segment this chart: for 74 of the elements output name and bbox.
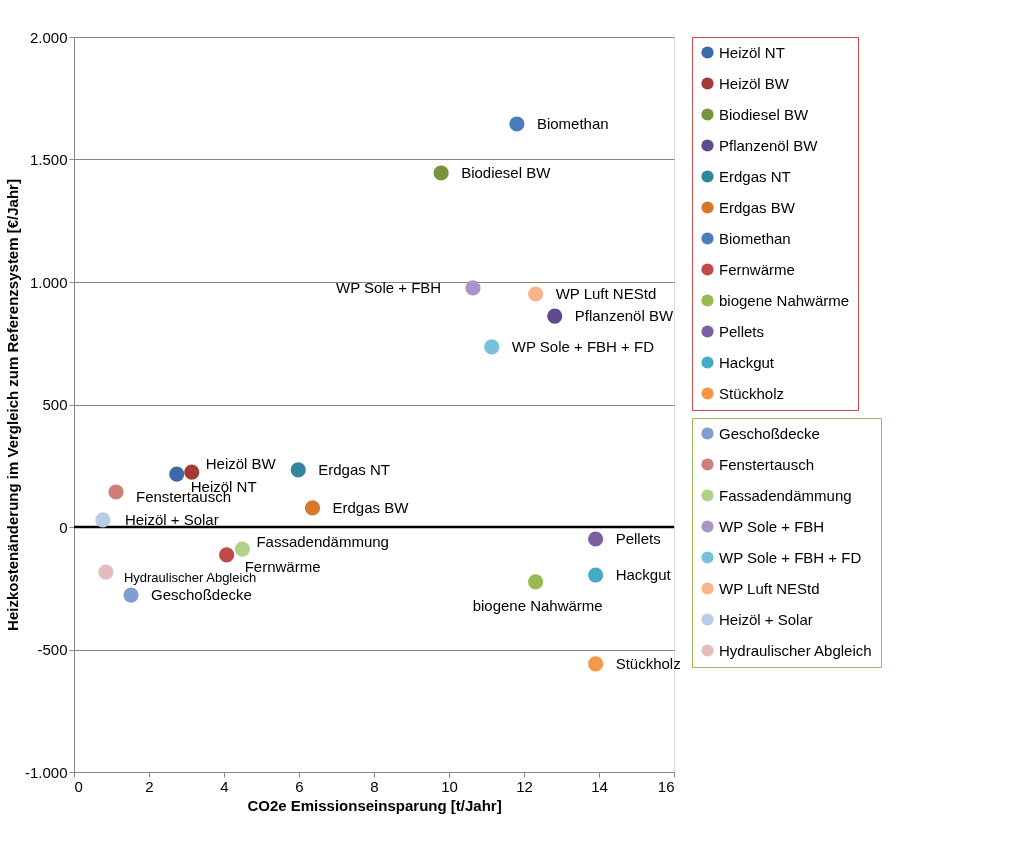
legend-label: Erdgas BW: [719, 198, 796, 216]
legend-label: Hackgut: [719, 353, 775, 371]
x-tick-label: 12: [516, 777, 533, 795]
x-tick-label: 16: [657, 777, 675, 795]
point: [588, 656, 604, 672]
point: [95, 512, 111, 528]
legend-label: Geschoßdecke: [719, 424, 820, 442]
x-tick-label: 0: [74, 777, 83, 795]
legend-label: Fenstertausch: [719, 455, 815, 473]
text: Erdgas NT: [318, 460, 390, 478]
point: [509, 116, 525, 132]
point: [184, 464, 200, 480]
text: WP Sole + FBH: [336, 278, 442, 296]
point: [304, 500, 321, 516]
x-tick-label: 4: [220, 777, 229, 795]
point: [290, 462, 306, 478]
point: [528, 286, 544, 302]
x-tick-label: 14: [591, 777, 608, 795]
point: [484, 339, 500, 355]
x-tick-label: 8: [370, 777, 379, 795]
point: [169, 466, 185, 482]
point: [588, 567, 604, 583]
x-axis-title: CO2e Emissionseinsparung [t/Jahr]: [247, 796, 502, 814]
legend-label: Erdgas NT: [719, 167, 791, 185]
text: Pflanzenöl BW: [574, 307, 674, 325]
legend-label: Biodiesel BW: [719, 105, 810, 123]
y-tick-label: 1.000: [29, 273, 68, 291]
legend-label: Fernwärme: [719, 260, 795, 278]
point: [528, 574, 544, 590]
point: [219, 547, 235, 563]
point: [108, 484, 124, 500]
point: [234, 541, 250, 557]
text: Geschoßdecke: [151, 586, 252, 604]
text: Fassadendämmung: [256, 533, 389, 551]
legend-label: Hydraulischer Abgleich: [719, 641, 872, 659]
y-tick-label: -500: [37, 641, 68, 658]
text: Stückholz: [615, 654, 681, 672]
text: Biodiesel BW: [461, 163, 551, 181]
text: Biomethan: [536, 114, 609, 132]
legend-label: biogene Nahwärme: [719, 291, 850, 309]
legend-label: WP Sole + FBH: [719, 517, 825, 535]
y-tick-label: -1.000: [24, 763, 68, 781]
point: [433, 165, 449, 181]
point: [588, 531, 604, 547]
text: biogene Nahwärme: [472, 596, 603, 614]
legend-label: Heizöl + Solar: [719, 610, 813, 628]
text: Heizöl + Solar: [124, 510, 219, 528]
legend-label: WP Sole + FBH + FD: [719, 548, 862, 566]
legend-label: Pellets: [719, 322, 765, 340]
legend-label: Heizöl NT: [719, 43, 785, 61]
legend-label: WP Luft NEStd: [719, 579, 820, 597]
legend-label: Fassadendämmung: [719, 486, 852, 504]
legend-label: Pflanzenöl BW: [719, 136, 819, 154]
legend-label: Heizöl BW: [719, 74, 790, 92]
y-tick-label: 500: [42, 396, 68, 413]
text: Hackgut: [615, 566, 671, 584]
y-axis-title: Heizkostenänderung im Vergleich zum Referenzsystem [€/Jahr]: [3, 179, 21, 631]
point: [547, 308, 563, 324]
text: Heizöl BW: [205, 455, 276, 473]
legend-label: Stückholz: [719, 384, 785, 402]
point: [465, 280, 481, 296]
y-tick-label: 2.000: [29, 28, 68, 46]
y-tick-label: 0: [59, 518, 68, 536]
x-tick-label: 6: [295, 777, 304, 795]
x-tick-label: 10: [441, 777, 458, 795]
y-tick-label: 1.500: [29, 151, 68, 168]
point: [98, 564, 114, 580]
x-tick-label: 2: [145, 777, 154, 795]
text: WP Sole + FBH + FD: [511, 337, 655, 355]
legend-label: Biomethan: [719, 229, 791, 247]
text: Erdgas BW: [332, 498, 409, 516]
point: [123, 587, 139, 603]
text: Pellets: [615, 530, 661, 548]
text: WP Luft NEStd: [555, 285, 657, 303]
